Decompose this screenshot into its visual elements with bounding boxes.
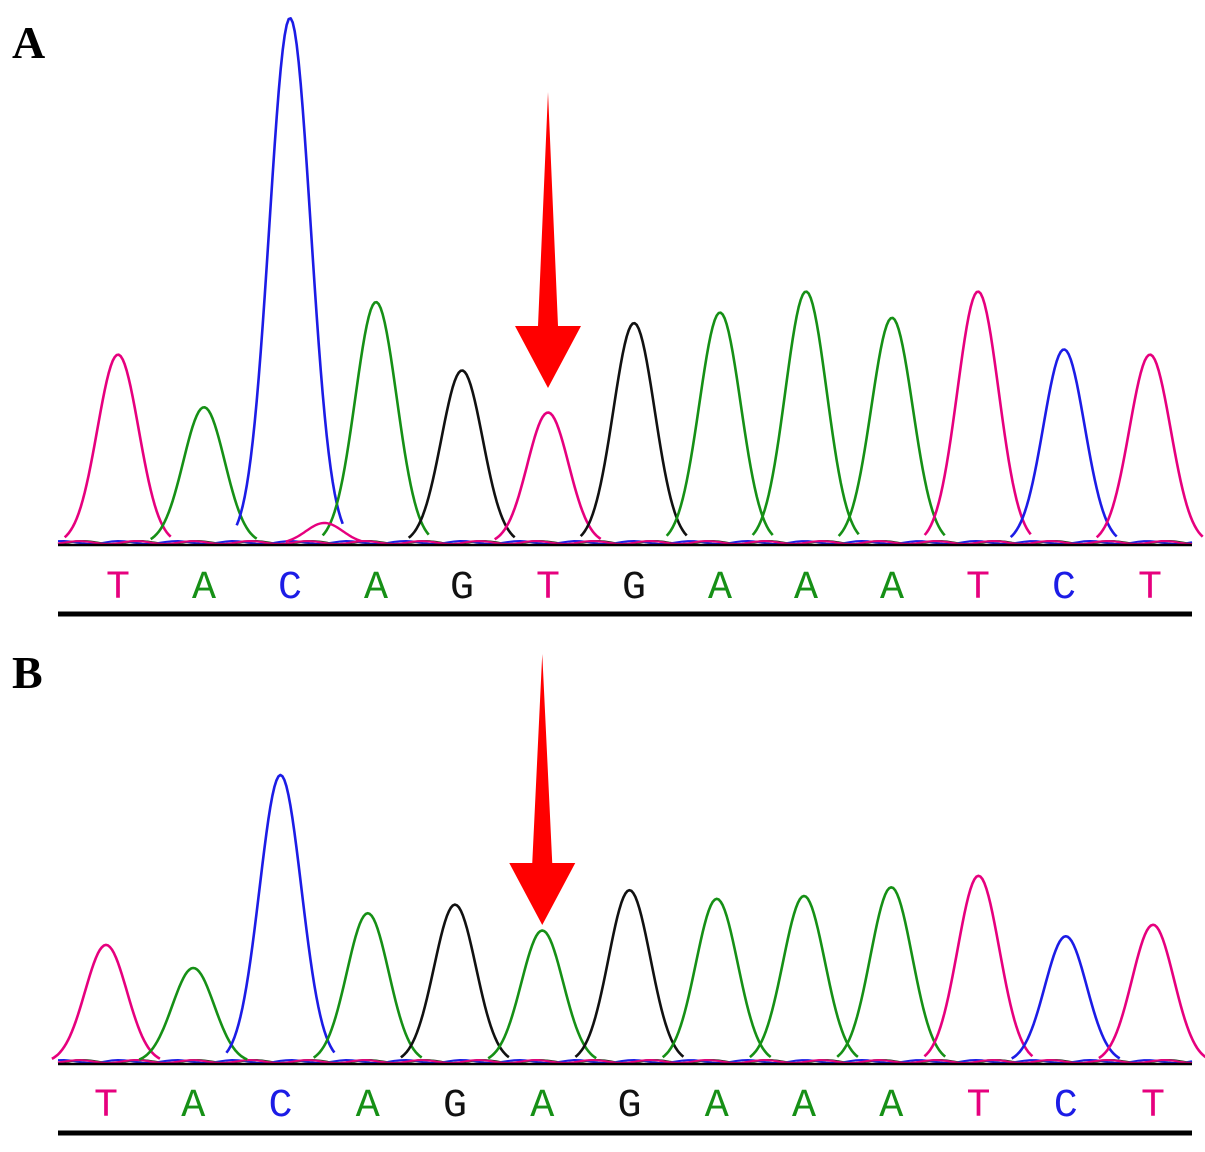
peak-t-11 <box>923 874 1034 1058</box>
peak-a-8 <box>661 897 772 1059</box>
base-call-7: G <box>622 566 646 611</box>
base-call-11: T <box>966 566 990 611</box>
base-call-8: A <box>705 1084 729 1129</box>
peak-g-7 <box>574 888 685 1058</box>
base-call-11: T <box>966 1084 990 1129</box>
peak-t-1 <box>63 353 172 539</box>
base-call-9: A <box>792 1084 816 1129</box>
base-call-6: T <box>536 566 560 611</box>
base-call-5: G <box>450 566 474 611</box>
base-call-10: A <box>880 566 904 611</box>
peak-t-6 <box>493 411 602 541</box>
base-call-1: T <box>94 1084 118 1129</box>
peak-a-10 <box>836 886 947 1058</box>
base-call-8: A <box>708 566 732 611</box>
peak-a-9 <box>749 894 859 1059</box>
panel-b-arrow <box>509 654 576 925</box>
peak-t-13 <box>1098 923 1205 1060</box>
base-call-10: A <box>879 1084 903 1129</box>
panel-label-b: B <box>12 647 43 698</box>
base-call-7: G <box>617 1084 641 1129</box>
peak-a-2 <box>138 966 248 1061</box>
peak-t-1 <box>51 943 161 1060</box>
base-call-9: A <box>794 566 818 611</box>
panel-label-a: A <box>12 17 45 68</box>
peak-c-3 <box>235 17 344 526</box>
peak-g-5 <box>407 369 516 539</box>
base-call-1: T <box>106 566 130 611</box>
panel-b: B T A C A G A G A A A T C T <box>12 647 1205 1136</box>
base-call-4: A <box>356 1084 380 1129</box>
peak-a-4 <box>321 300 430 537</box>
peak-a-4 <box>312 911 423 1059</box>
variant-arrow-icon <box>509 654 576 925</box>
base-call-12: C <box>1054 1084 1078 1129</box>
panel-a-arrow <box>515 92 581 388</box>
base-call-2: A <box>181 1084 205 1129</box>
base-call-2: A <box>192 566 216 611</box>
base-call-13: T <box>1138 566 1162 611</box>
base-call-5: G <box>443 1084 467 1129</box>
base-call-13: T <box>1141 1084 1165 1129</box>
minor-peak-1 <box>285 521 363 543</box>
panel-b-traces <box>51 773 1205 1065</box>
peak-c-3 <box>225 773 336 1054</box>
peak-t-13 <box>1095 353 1204 539</box>
panel-a: A T A C A G T G A A A T C T <box>12 17 1204 617</box>
peak-c-12 <box>1009 348 1118 539</box>
variant-arrow-icon <box>515 92 581 388</box>
peak-a-10 <box>837 316 946 537</box>
peak-a-8 <box>665 311 774 537</box>
peak-c-12 <box>1011 935 1121 1060</box>
peak-t-11 <box>923 290 1032 536</box>
peak-g-7 <box>579 321 688 537</box>
base-call-3: C <box>278 566 302 611</box>
peak-a-9 <box>751 290 860 536</box>
panel-a-traces <box>57 17 1204 546</box>
base-call-3: C <box>268 1084 292 1129</box>
peak-a-6 <box>487 929 597 1060</box>
peak-a-2 <box>149 406 258 541</box>
base-call-12: C <box>1052 566 1076 611</box>
base-call-6: A <box>530 1084 554 1129</box>
peak-g-5 <box>400 903 510 1059</box>
base-call-4: A <box>364 566 388 611</box>
